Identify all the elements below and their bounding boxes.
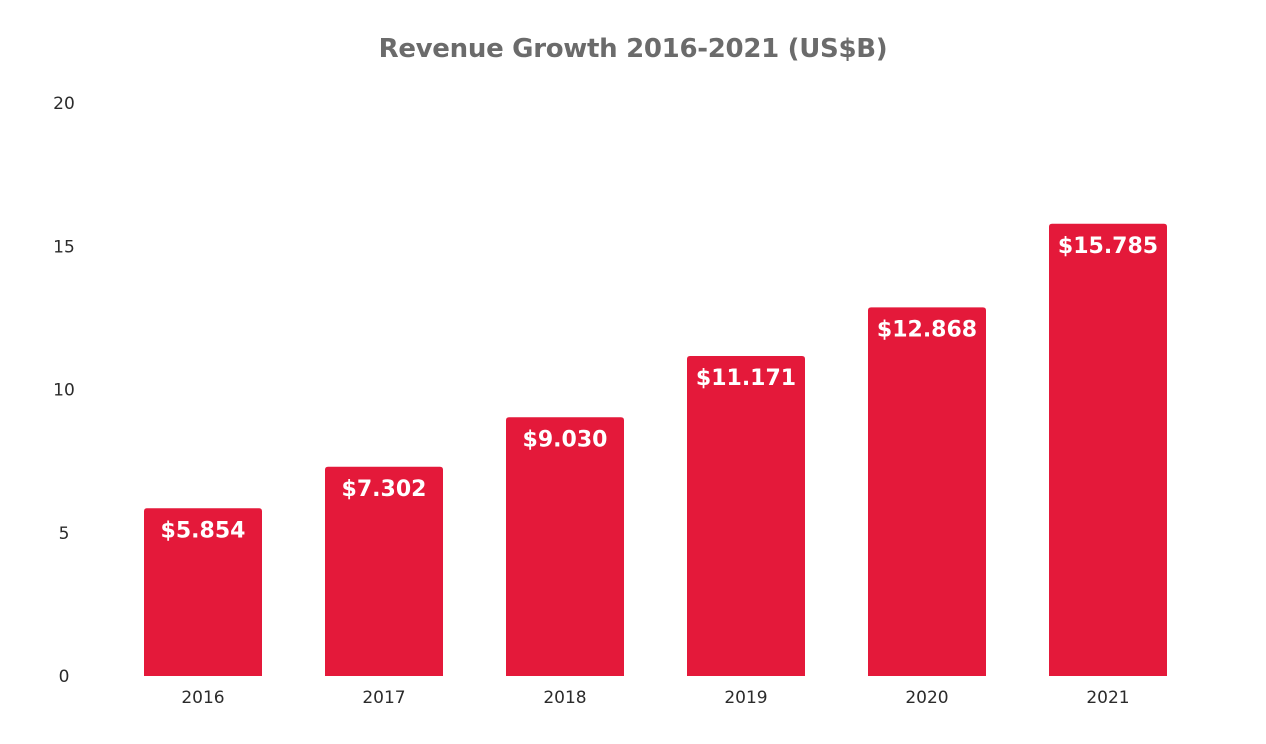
bar-2021 bbox=[1049, 223, 1167, 676]
data-label-2016: $5.854 bbox=[161, 518, 246, 543]
x-axis: 2016 2017 2018 2019 2020 2021 bbox=[181, 688, 1129, 708]
data-label-2021: $15.785 bbox=[1058, 234, 1158, 259]
y-tick-label-15: 15 bbox=[53, 237, 75, 257]
x-tick-label-2016: 2016 bbox=[181, 688, 224, 708]
y-tick-label-10: 10 bbox=[53, 381, 75, 401]
x-tick-label-2019: 2019 bbox=[724, 688, 767, 708]
y-tick-label-20: 20 bbox=[53, 94, 75, 114]
bar-2019 bbox=[687, 355, 805, 676]
y-tick-label-0: 0 bbox=[59, 667, 70, 687]
chart-title: Revenue Growth 2016-2021 (US$B) bbox=[378, 34, 888, 64]
bar-2016 bbox=[144, 508, 262, 676]
x-tick-label-2021: 2021 bbox=[1086, 688, 1129, 708]
data-label-2019: $11.171 bbox=[696, 366, 796, 391]
bars-group: $5.854 $7.302 $9.030 $11.171 $12.868 $15.785 bbox=[144, 223, 1167, 676]
y-axis: 0 5 10 15 20 bbox=[53, 94, 75, 687]
data-label-2020: $12.868 bbox=[877, 317, 977, 342]
y-tick-label-5: 5 bbox=[59, 524, 70, 544]
data-label-2018: $9.030 bbox=[523, 427, 608, 452]
x-tick-label-2018: 2018 bbox=[543, 688, 586, 708]
data-label-2017: $7.302 bbox=[342, 477, 427, 502]
bar-2020 bbox=[868, 307, 986, 676]
bar-2017 bbox=[325, 466, 443, 676]
x-tick-label-2020: 2020 bbox=[905, 688, 948, 708]
x-tick-label-2017: 2017 bbox=[362, 688, 405, 708]
bar-2018 bbox=[506, 417, 624, 676]
